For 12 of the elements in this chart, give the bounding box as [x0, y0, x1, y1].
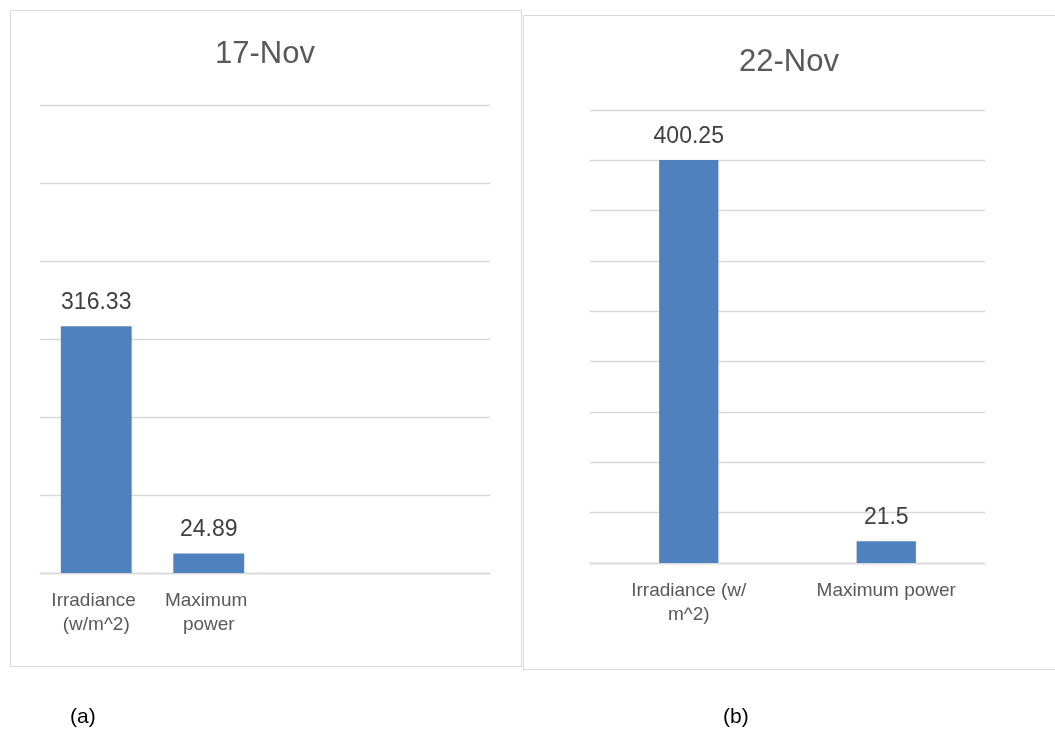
x-tick-label: Maximum power: [164, 588, 253, 634]
text: (a): [70, 704, 96, 727]
data-label: 316.33: [61, 287, 132, 314]
text: (b): [723, 704, 749, 727]
data-label: 24.89: [179, 515, 238, 542]
chart-title: 17-Nov: [215, 35, 316, 70]
x-tick-label: Maximum power: [816, 578, 957, 600]
data-label: 400.25: [653, 121, 724, 148]
x-tick-label: Irradiance (w/m^2): [631, 578, 748, 624]
x-tick-label: Irradiance (w/m^2): [51, 588, 142, 634]
chart-title: 22-Nov: [739, 43, 840, 78]
data-label: 21.5: [863, 502, 909, 529]
